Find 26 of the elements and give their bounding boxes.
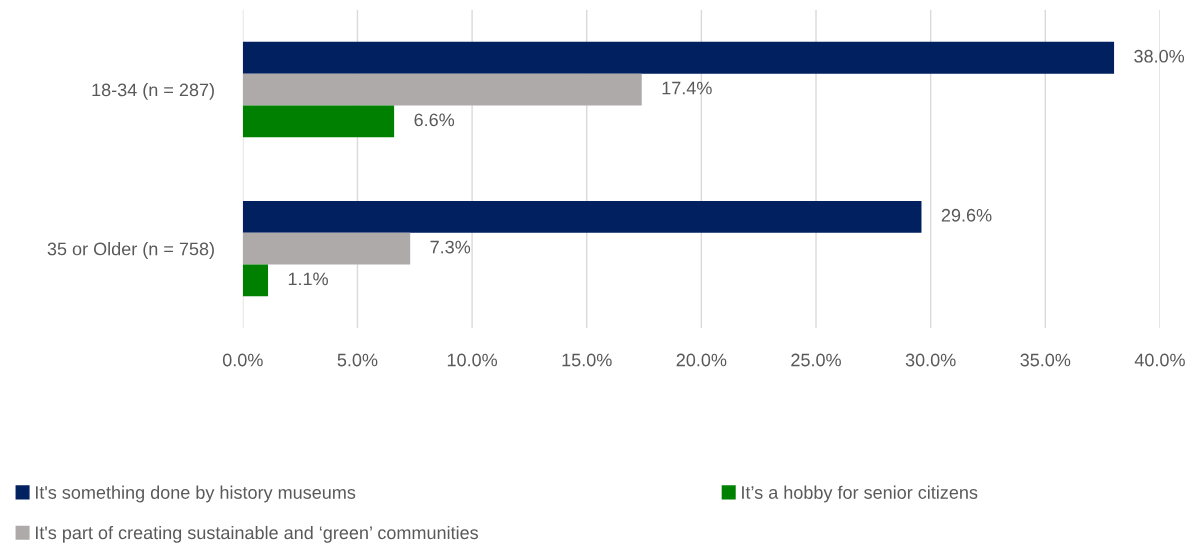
data-label: 6.6%: [414, 113, 455, 127]
data-label: 29.6%: [941, 208, 992, 222]
bar: [242, 200, 922, 233]
bar: [242, 41, 1115, 74]
data-label: 38.0%: [1134, 49, 1185, 63]
data-label: 7.3%: [430, 240, 471, 254]
legend-label: It's something done by history museums: [35, 485, 356, 503]
x-tick-label: 15.0%: [562, 353, 612, 367]
x-tick-label: 20.0%: [676, 353, 727, 367]
legend-label: It's part of creating sustainable and ‘green’ communities: [35, 525, 479, 543]
legend-label: It’s a hobby for senior citizens: [742, 485, 978, 503]
bar: [242, 105, 395, 138]
x-tick-label: 40.0%: [1134, 353, 1185, 367]
x-tick-label: 10.0%: [447, 353, 498, 367]
x-tick-label: 5.0%: [337, 353, 378, 367]
x-tick-label: 25.0%: [791, 353, 841, 367]
bar: [242, 232, 411, 265]
x-tick-label: 35.0%: [1020, 353, 1071, 367]
data-label: 1.1%: [288, 272, 328, 286]
data-label: 17.4%: [662, 81, 712, 95]
bar: [242, 73, 642, 106]
y-tick-label: 18-34 (n = 287): [92, 83, 214, 100]
x-tick-label: 0.0%: [222, 353, 263, 367]
y-tick-label: 35 or Older (n = 758): [47, 242, 214, 259]
bar: [242, 264, 269, 297]
x-tick-label: 30.0%: [905, 353, 956, 367]
